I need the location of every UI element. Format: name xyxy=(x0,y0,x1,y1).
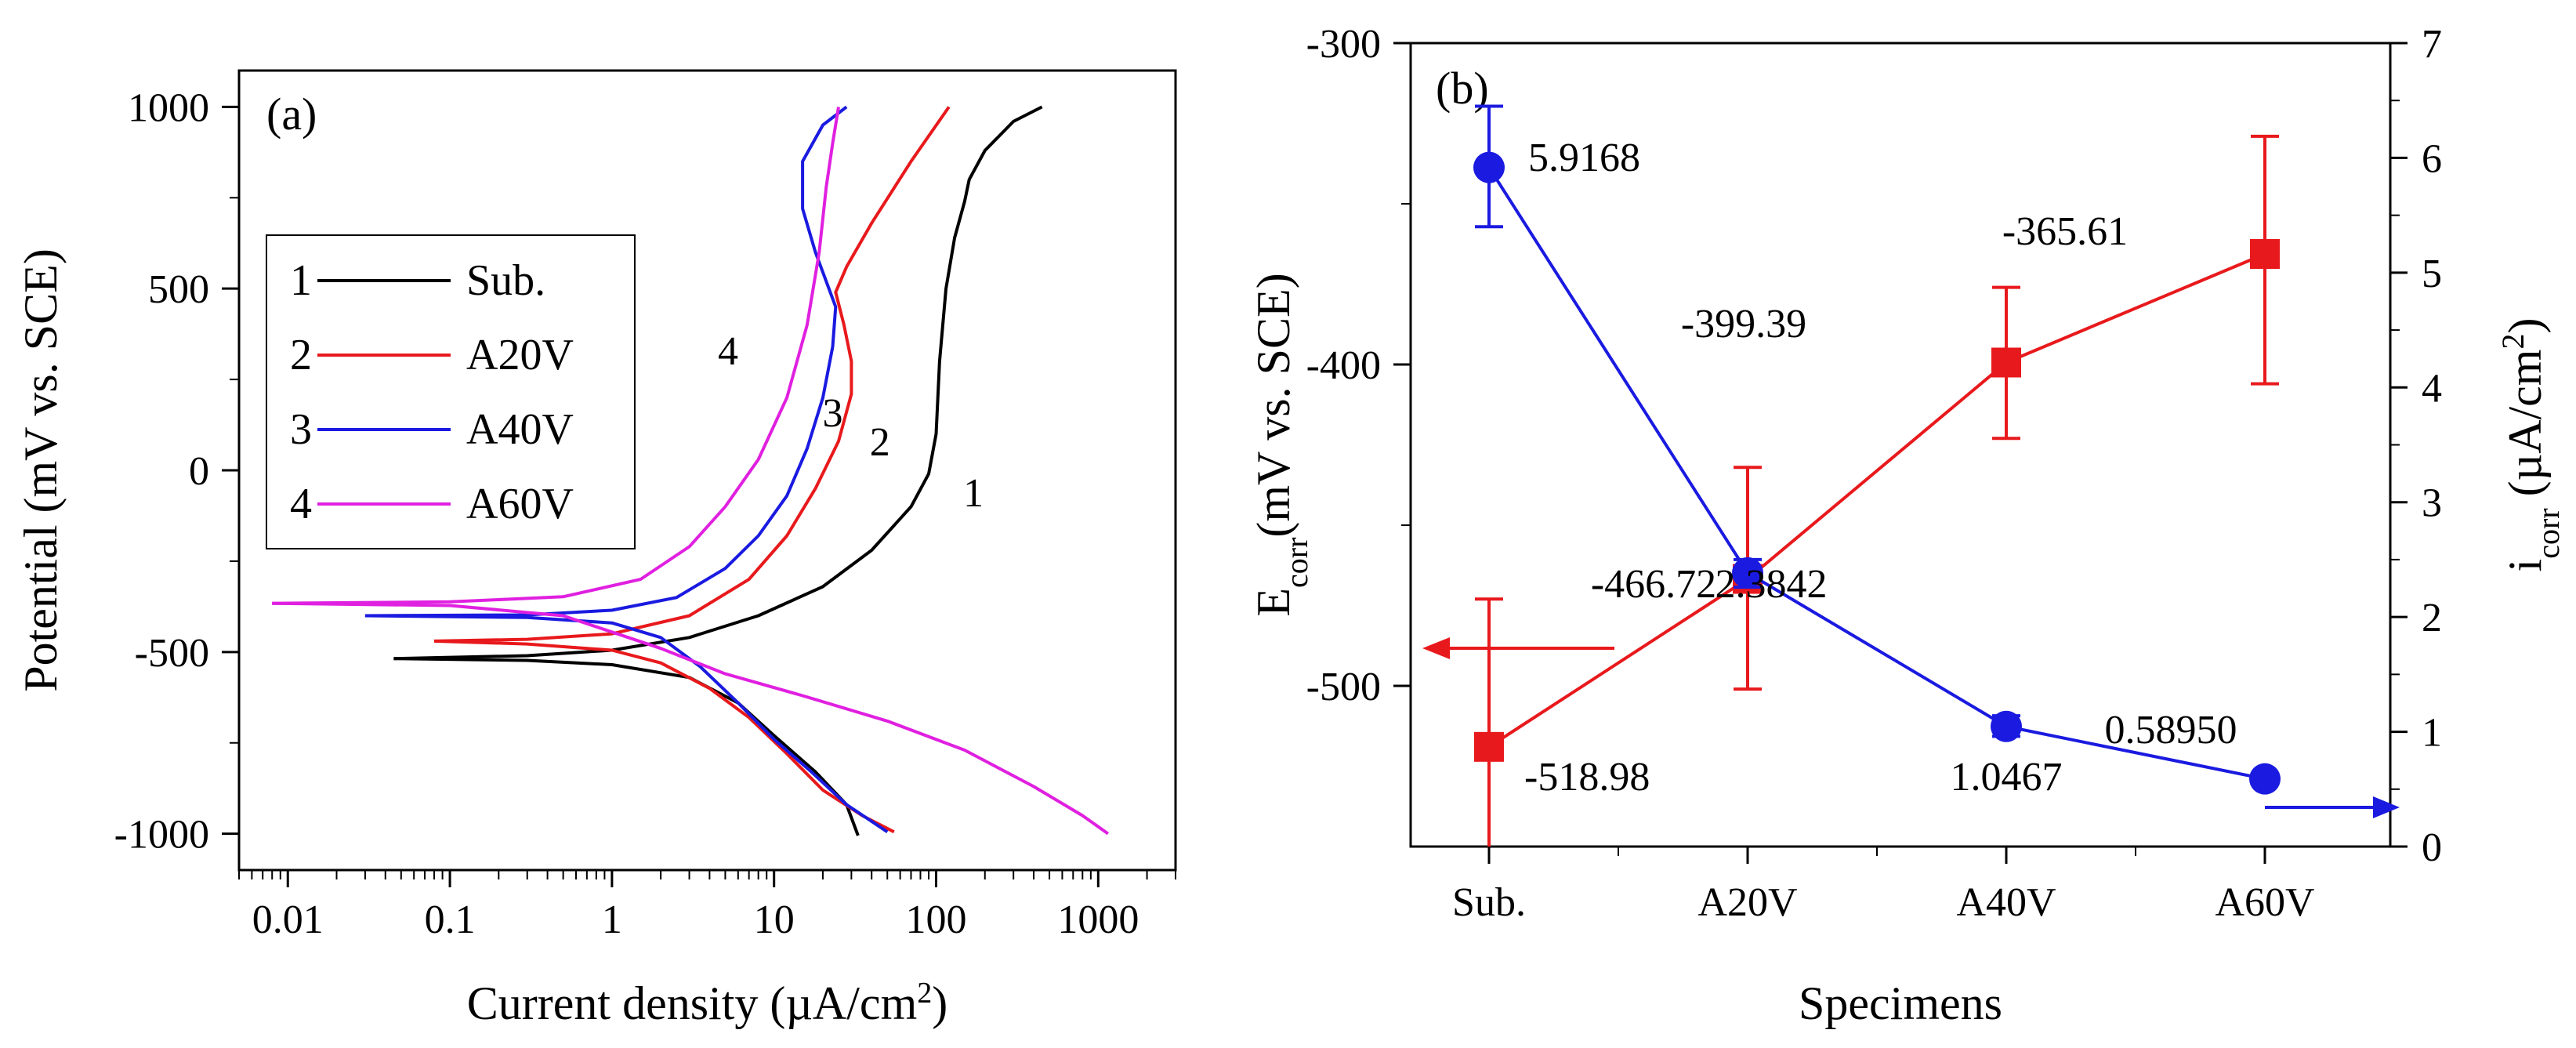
series-icorr-line xyxy=(1487,166,2266,781)
y-left-tick-label: -300 xyxy=(1306,22,1381,67)
x-axis-label-b: Specimens xyxy=(1799,977,2002,1029)
value-label-Ecorr: -466.72 xyxy=(1591,562,1716,607)
y-right-tick-label: 6 xyxy=(2422,136,2442,181)
y-axis-label-left-sub: corr xyxy=(1279,538,1314,588)
y-axis-label-left-rest: (mV vs. SCE) xyxy=(1248,273,1299,537)
y-axis-label-right-main: i xyxy=(2499,559,2551,572)
y-right-tick-label: 4 xyxy=(2422,366,2442,411)
curve-number-label: 3 xyxy=(823,391,843,436)
y-right-tick-label: 5 xyxy=(2422,252,2442,296)
legend-label: A20V xyxy=(466,331,574,379)
legend-label: A40V xyxy=(466,405,574,454)
x-tick-label-b: A60V xyxy=(2215,880,2314,925)
y-axis-label-right-sub: corr xyxy=(2531,508,2566,558)
series-Ecorr-line xyxy=(1487,252,2266,749)
x-axis-label-a: Current density (µA/cm2) xyxy=(467,977,947,1029)
curve-number-label: 4 xyxy=(718,329,738,374)
right-axis-indicator-arrowhead xyxy=(2373,796,2400,818)
x-tick-label-a: 0.01 xyxy=(252,898,324,942)
series-Sub.-cathodic-line xyxy=(393,657,860,836)
legend-index: 2 xyxy=(290,331,312,379)
series-A20V-anodic-line xyxy=(433,106,951,643)
series-icorr-marker xyxy=(1473,151,1505,183)
value-label-Ecorr: -399.39 xyxy=(1681,302,1806,346)
x-tick-label-b: Sub. xyxy=(1452,880,1526,925)
y-axis-label-right: icorr (µA/cm2) xyxy=(2495,318,2566,572)
x-tick-label-a: 1 xyxy=(602,898,622,942)
value-label-icorr: 2.3842 xyxy=(1716,562,1828,607)
y-left-tick-label: -400 xyxy=(1306,343,1381,388)
x-tick-label-a: 1000 xyxy=(1057,898,1139,942)
value-label-Ecorr: -365.61 xyxy=(2002,209,2128,254)
legend-label: A60V xyxy=(466,480,574,528)
y-right-tick-label: 2 xyxy=(2422,596,2442,640)
x-tick-label-b: A40V xyxy=(1956,880,2056,925)
y-left-tick-label: -500 xyxy=(1306,665,1381,709)
y-tick-label-a: 500 xyxy=(148,267,209,312)
y-tick-label-a: -500 xyxy=(135,631,209,676)
legend-index: 1 xyxy=(290,256,312,305)
value-label-icorr: 0.58950 xyxy=(2105,708,2237,752)
legend-label: Sub. xyxy=(466,256,545,305)
curve-number-label: 1 xyxy=(963,471,984,516)
series-icorr-marker xyxy=(1991,710,2022,742)
y-tick-label-a: -1000 xyxy=(114,813,209,858)
panel-label-a: (a) xyxy=(266,89,317,140)
chart-a: 0.01 0.1 1 10 100 1000 -1000 -500 0 500 1000 Curren… xyxy=(15,69,1177,1029)
series-A20V-cathodic-line xyxy=(433,639,895,834)
x-tick-label-a: 100 xyxy=(906,898,967,942)
series-A40V-cathodic-line xyxy=(364,614,889,833)
series-A60V-anodic-line xyxy=(272,107,840,605)
chart-b: Sub. A20V A40V A60V Specimens -500 -400 -300 0 1 2… xyxy=(1248,22,2566,1029)
value-label-icorr: 1.0467 xyxy=(1951,755,2063,800)
series-A60V-cathodic-line xyxy=(272,601,1110,836)
y-right-tick-label: 1 xyxy=(2422,711,2442,756)
curve-number-label: 2 xyxy=(870,420,890,465)
y-axis-label-a: Potential (mV vs. SCE) xyxy=(15,248,67,692)
value-label-icorr: 5.9168 xyxy=(1528,136,1640,180)
x-axis-label-a-sup: 2 xyxy=(917,977,932,1010)
series-Ecorr-marker xyxy=(2250,239,2280,270)
y-axis-label-left-main: E xyxy=(1248,588,1299,617)
x-tick-label-b: A20V xyxy=(1697,880,1797,925)
y-axis-label-left: Ecorr(mV vs. SCE) xyxy=(1248,273,1314,616)
series-A40V-anodic-line xyxy=(364,105,848,618)
y-axis-label-right-sup: 2 xyxy=(2495,334,2531,350)
legend-index: 4 xyxy=(290,480,312,528)
y-right-tick-label: 0 xyxy=(2422,825,2442,870)
legend-index: 3 xyxy=(290,405,312,454)
left-axis-indicator-arrowhead xyxy=(1422,637,1450,659)
series-icorr-marker xyxy=(2249,763,2281,795)
series-Sub.-anodic-line xyxy=(393,105,1043,661)
y-tick-label-a: 0 xyxy=(189,449,209,494)
y-right-tick-label: 3 xyxy=(2422,481,2442,526)
x-tick-label-a: 10 xyxy=(754,898,795,942)
series-Ecorr-marker xyxy=(1991,347,2021,378)
x-axis-label-a-main: Current density (µA/cm xyxy=(467,977,917,1029)
y-tick-label-a: 1000 xyxy=(128,85,209,130)
x-tick-label-a: 0.1 xyxy=(425,898,476,942)
x-axis-label-a-end: ) xyxy=(932,977,947,1029)
series-Ecorr-marker xyxy=(1474,731,1504,762)
y-right-tick-label: 7 xyxy=(2422,22,2442,67)
value-label-Ecorr: -518.98 xyxy=(1524,755,1650,800)
legend-box-a xyxy=(266,234,636,549)
y-axis-label-right-rest: (µA/cm xyxy=(2499,350,2551,509)
y-axis-label-right-end: ) xyxy=(2499,318,2551,334)
series-icorr-marker xyxy=(1732,557,1763,589)
